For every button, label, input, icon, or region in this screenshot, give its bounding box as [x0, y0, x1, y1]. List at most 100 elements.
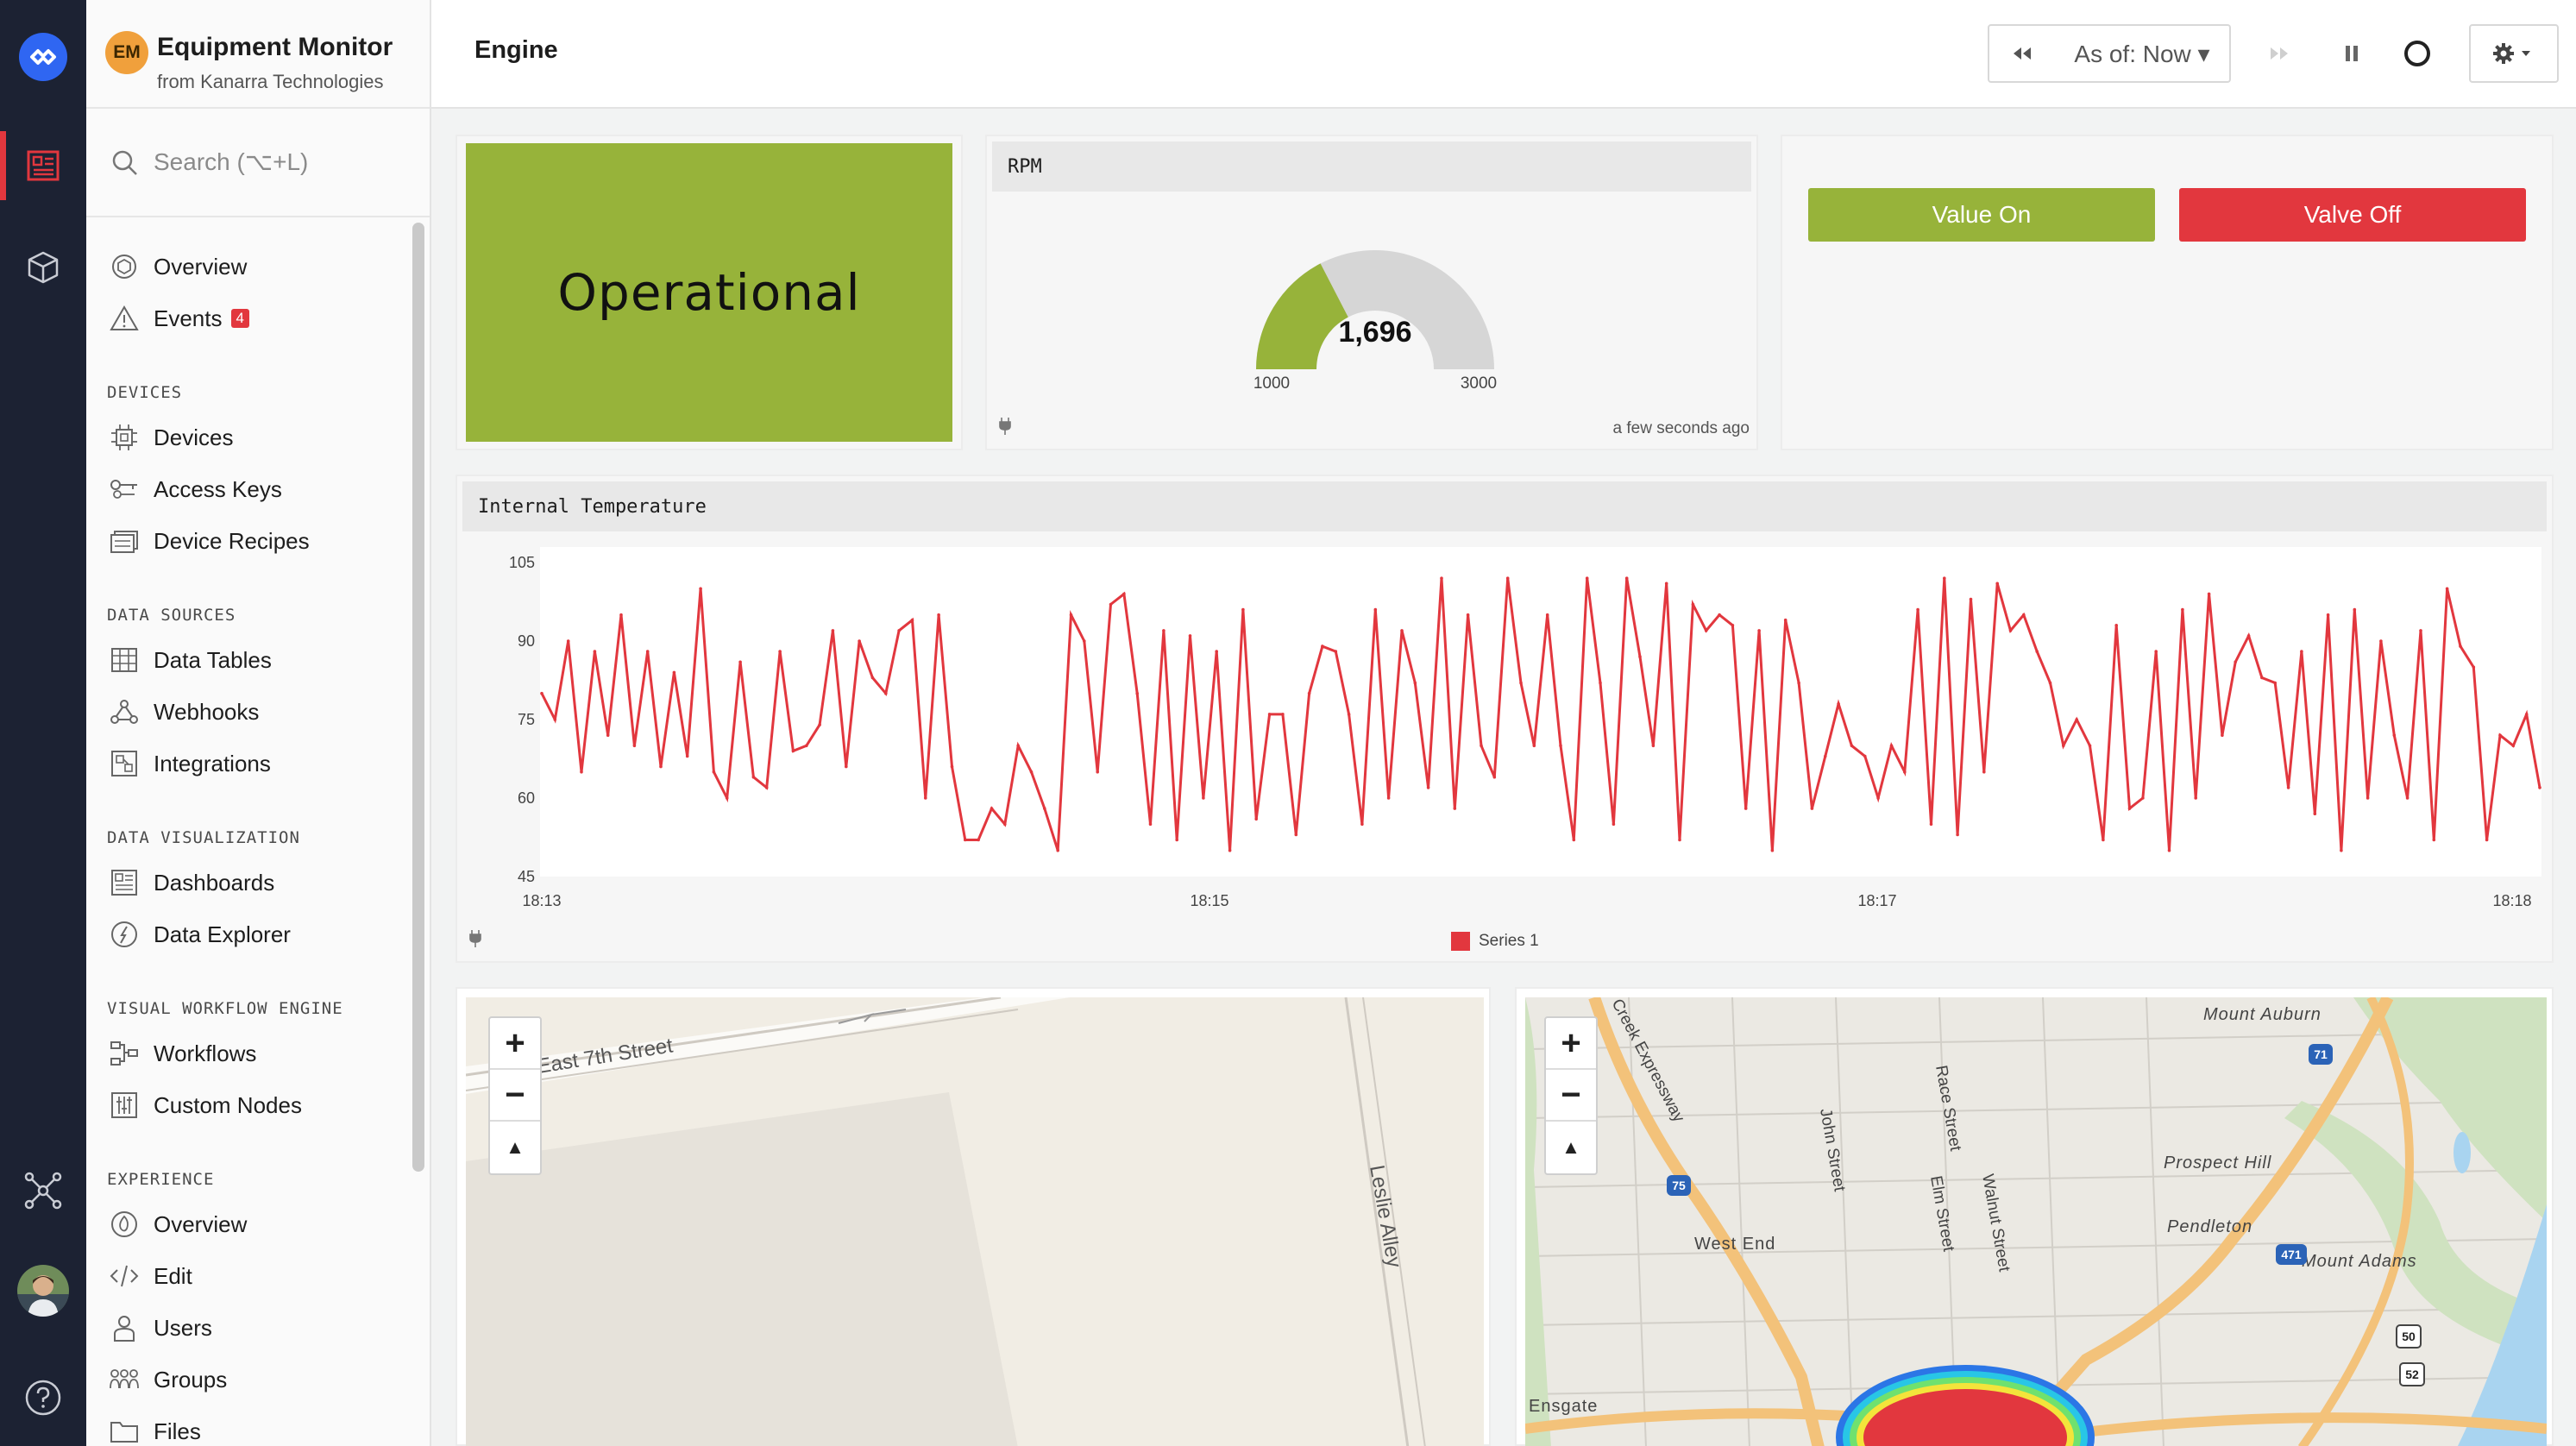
- series-1-point: [1824, 754, 1827, 758]
- sidebar-item-access-keys[interactable]: Access Keys: [107, 465, 282, 513]
- y-tick-label: 90: [518, 632, 535, 650]
- as-of-label: As of: Now ▾: [2074, 40, 2210, 67]
- zoom-in-button[interactable]: +: [490, 1018, 540, 1070]
- sidebar-item-edit[interactable]: Edit: [107, 1252, 192, 1300]
- y-tick-label: 60: [518, 789, 535, 807]
- series-1-point: [645, 650, 650, 653]
- series-1-point: [2181, 607, 2184, 612]
- settings-dropdown[interactable]: [2469, 24, 2559, 83]
- series-1-point: [1440, 576, 1443, 580]
- sidebar-item-events[interactable]: Events 4: [107, 294, 249, 343]
- sidebar-item-label: Devices: [154, 424, 234, 450]
- sidebar-item-custom-nodes[interactable]: Custom Nodes: [107, 1081, 302, 1129]
- reset-north-button[interactable]: ▲: [1561, 1136, 1580, 1158]
- sidebar-item-webhooks[interactable]: Webhooks: [107, 688, 259, 736]
- rewind-button[interactable]: [1988, 24, 2057, 83]
- y-tick-label: 105: [509, 554, 535, 571]
- section-heading-visual-workflow-engine: VISUAL WORKFLOW ENGINE: [107, 999, 343, 1018]
- series-1-point: [2353, 607, 2357, 612]
- sidebar-item-groups[interactable]: Groups: [107, 1355, 227, 1404]
- series-1-point: [2498, 733, 2502, 737]
- series-1-point: [897, 629, 901, 632]
- series-1-point: [1480, 744, 1483, 748]
- avatar[interactable]: [0, 1256, 86, 1325]
- sidebar-item-label: Overview: [154, 1210, 248, 1237]
- sidebar-item-device-recipes[interactable]: Device Recipes: [107, 517, 310, 565]
- series-1-point: [2459, 644, 2462, 648]
- series-1-point: [2432, 838, 2436, 842]
- map-label-neighborhood: Pendleton: [2167, 1217, 2252, 1236]
- series-1-point: [672, 670, 676, 675]
- rpm-gauge-panel: RPM 1,696 1000 3000 a few seconds ago: [985, 135, 1758, 450]
- legend-series-label: Series 1: [1479, 932, 1539, 950]
- series-1-point: [738, 660, 742, 664]
- map-label-neighborhood: Mount Auburn: [2203, 1005, 2322, 1024]
- pause-button[interactable]: [2326, 24, 2378, 83]
- series-1-point: [910, 618, 914, 622]
- logo-icon[interactable]: [0, 22, 86, 91]
- sidebar-item-label: Files: [154, 1418, 201, 1444]
- gauge-value: 1,696: [1338, 316, 1411, 349]
- dashboard-icon[interactable]: [0, 131, 86, 200]
- sidebar-item-experience-overview[interactable]: Overview: [107, 1200, 247, 1248]
- heatmap-map-canvas: Mount Auburn Prospect Hill Pendleton Mou…: [1525, 997, 2547, 1446]
- series-1-point: [937, 613, 940, 617]
- sidebar-item-files[interactable]: Files: [107, 1407, 201, 1446]
- sidebar-item-workflows[interactable]: Workflows: [107, 1029, 256, 1078]
- forward-button[interactable]: [2252, 24, 2307, 83]
- network-icon[interactable]: [0, 1156, 86, 1225]
- folder-icon: [107, 1414, 141, 1446]
- series-1-point: [1691, 602, 1695, 607]
- series-1-point: [593, 650, 597, 653]
- series-1-point: [1175, 838, 1178, 842]
- series-1-point: [1334, 650, 1338, 653]
- valve-control-panel: Value On Valve Off: [1781, 135, 2554, 450]
- map-shield-label: 71: [2314, 1047, 2328, 1061]
- series-1-point: [1148, 822, 1153, 827]
- sidebar-item-label: Groups: [154, 1366, 228, 1393]
- sidebar-item-users[interactable]: Users: [107, 1304, 212, 1352]
- series-1-point: [1321, 644, 1324, 648]
- series-1-point: [1241, 607, 1245, 612]
- heatmap-map[interactable]: Mount Auburn Prospect Hill Pendleton Mou…: [1525, 997, 2547, 1446]
- zoom-out-button[interactable]: −: [490, 1070, 540, 1122]
- series-1-point: [990, 807, 994, 810]
- sidebar-nav: Overview Events 4 DEVICES Devices Access…: [86, 219, 407, 1446]
- series-1-point: [2300, 650, 2303, 653]
- sidebar-item-data-tables[interactable]: Data Tables: [107, 636, 272, 684]
- sidebar-item-label: Data Tables: [154, 646, 272, 673]
- series-1-point: [2035, 650, 2039, 653]
- series-1-point: [2062, 744, 2065, 748]
- legend-swatch: [1451, 932, 1470, 951]
- groups-icon: [107, 1362, 141, 1397]
- reset-north-button[interactable]: ▲: [506, 1136, 525, 1158]
- sidebar-item-dashboards[interactable]: Dashboards: [107, 858, 274, 907]
- recipe-icon: [107, 524, 141, 558]
- valve-off-button[interactable]: Valve Off: [2179, 188, 2526, 242]
- search-input[interactable]: [154, 143, 412, 181]
- series-1-point: [2075, 718, 2078, 721]
- series-1-point: [924, 796, 927, 800]
- sidebar-item-label: Access Keys: [154, 475, 282, 502]
- series-1-point: [1770, 848, 1775, 852]
- series-1-point: [1969, 597, 1973, 601]
- sidebar-item-integrations[interactable]: Integrations: [107, 739, 271, 788]
- sidebar-item-data-explorer[interactable]: Data Explorer: [107, 910, 291, 959]
- street-map[interactable]: East 7th Street Leslie Alley + − ▲: [466, 997, 1484, 1446]
- sidebar-scrollbar[interactable]: [412, 223, 424, 1172]
- sidebar-item-overview[interactable]: Overview: [107, 242, 247, 291]
- series-1-point: [1188, 634, 1192, 638]
- value-on-button[interactable]: Value On: [1808, 188, 2155, 242]
- zoom-out-button[interactable]: −: [1546, 1070, 1596, 1122]
- series-1-point: [1995, 582, 1999, 586]
- gauge-fill: [1256, 263, 1348, 369]
- zoom-in-button[interactable]: +: [1546, 1018, 1596, 1070]
- series-1-point: [2392, 733, 2397, 737]
- as-of-dropdown[interactable]: As of: Now ▾: [2055, 24, 2231, 83]
- sidebar-item-label: Custom Nodes: [154, 1091, 302, 1118]
- gauge-updated-time: a few seconds ago: [1612, 419, 1750, 437]
- sidebar-item-devices[interactable]: Devices: [107, 413, 233, 462]
- help-icon[interactable]: [0, 1363, 86, 1432]
- series-1-point: [858, 639, 861, 643]
- cube-icon[interactable]: [0, 233, 86, 302]
